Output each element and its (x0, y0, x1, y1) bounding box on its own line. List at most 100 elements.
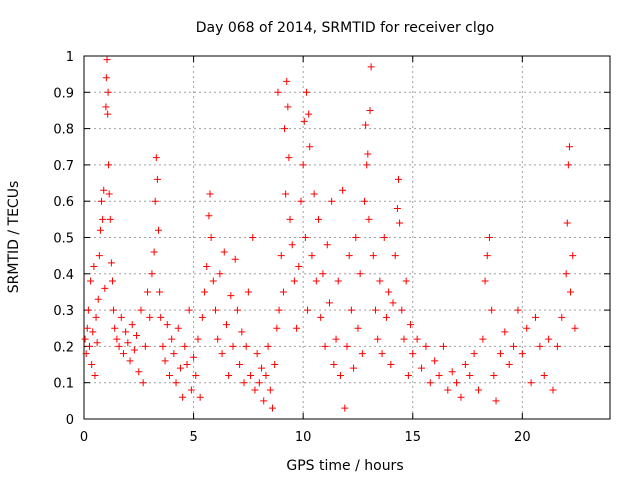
data-point (444, 386, 452, 394)
y-tick-label: 0.3 (53, 304, 74, 319)
data-point (319, 270, 327, 278)
data-point (150, 248, 158, 256)
data-point (553, 342, 561, 350)
data-point (96, 226, 104, 234)
data-point (133, 332, 141, 340)
data-point (365, 215, 373, 223)
data-point (488, 306, 496, 314)
data-point (111, 324, 119, 332)
data-point (231, 255, 239, 263)
data-point (448, 368, 456, 376)
data-point (385, 288, 393, 296)
data-point (271, 361, 279, 369)
data-point (100, 186, 108, 194)
data-point (362, 121, 370, 129)
y-tick-label: 0.4 (53, 268, 74, 283)
data-point (203, 263, 211, 271)
data-point (279, 288, 287, 296)
data-point (218, 350, 226, 358)
data-point (176, 364, 184, 372)
data-point (323, 241, 331, 249)
y-tick-label: 0.8 (53, 123, 74, 138)
data-point (107, 259, 115, 267)
data-point (240, 379, 248, 387)
data-point (105, 190, 113, 198)
data-point (192, 371, 200, 379)
data-point (435, 371, 443, 379)
data-point (461, 361, 469, 369)
data-point (304, 306, 312, 314)
data-point (144, 288, 152, 296)
data-point (418, 364, 426, 372)
data-point (536, 342, 544, 350)
data-point (409, 350, 417, 358)
data-point (170, 350, 178, 358)
data-point (391, 252, 399, 260)
data-point (358, 350, 366, 358)
data-point (216, 270, 224, 278)
data-point (510, 342, 518, 350)
data-point (179, 393, 187, 401)
data-point (356, 270, 364, 278)
data-point (549, 386, 557, 394)
y-tick-label: 0.1 (53, 377, 74, 392)
data-point (198, 313, 206, 321)
data-point (315, 215, 323, 223)
y-tick-label: 0.5 (53, 232, 74, 247)
data-point (87, 277, 95, 285)
data-point (264, 342, 272, 350)
data-point (398, 306, 406, 314)
data-point (475, 386, 482, 394)
data-point (281, 125, 289, 133)
data-point (238, 328, 246, 336)
data-point (364, 150, 372, 158)
data-point (299, 161, 307, 169)
data-point (481, 277, 489, 285)
data-point (102, 103, 110, 111)
data-point (95, 252, 103, 260)
data-point (227, 292, 235, 300)
data-point (492, 397, 500, 405)
data-point (85, 342, 93, 350)
data-point (334, 277, 342, 285)
data-point (490, 371, 498, 379)
data-point (266, 386, 274, 394)
data-point (540, 371, 548, 379)
data-point (214, 335, 222, 343)
data-point (389, 299, 397, 307)
data-point (156, 288, 164, 296)
data-point (126, 357, 134, 365)
data-point (531, 313, 539, 321)
data-point (249, 234, 257, 241)
data-point (426, 379, 434, 387)
data-point (501, 328, 509, 336)
data-point (479, 335, 487, 343)
data-point (212, 306, 219, 314)
y-tick-label: 1 (66, 50, 74, 65)
y-tick-label: 0 (66, 413, 74, 428)
data-point (496, 350, 504, 358)
data-point (260, 397, 268, 405)
data-point (564, 161, 572, 169)
data-point (407, 321, 415, 329)
data-point (371, 306, 379, 314)
data-point (108, 277, 116, 285)
data-point (102, 74, 110, 82)
data-point (122, 328, 130, 336)
data-point (439, 342, 447, 350)
data-point (194, 335, 202, 343)
data-point (163, 321, 171, 329)
data-point (312, 277, 320, 285)
data-point (382, 313, 390, 321)
grid (84, 56, 610, 419)
data-point (404, 371, 412, 379)
data-point (523, 324, 531, 332)
data-point (527, 379, 535, 387)
data-point (220, 248, 228, 256)
data-point (172, 379, 180, 387)
data-point (330, 361, 338, 369)
data-point (124, 339, 132, 347)
data-point (514, 306, 522, 314)
data-point (563, 219, 571, 227)
data-point (317, 313, 325, 321)
